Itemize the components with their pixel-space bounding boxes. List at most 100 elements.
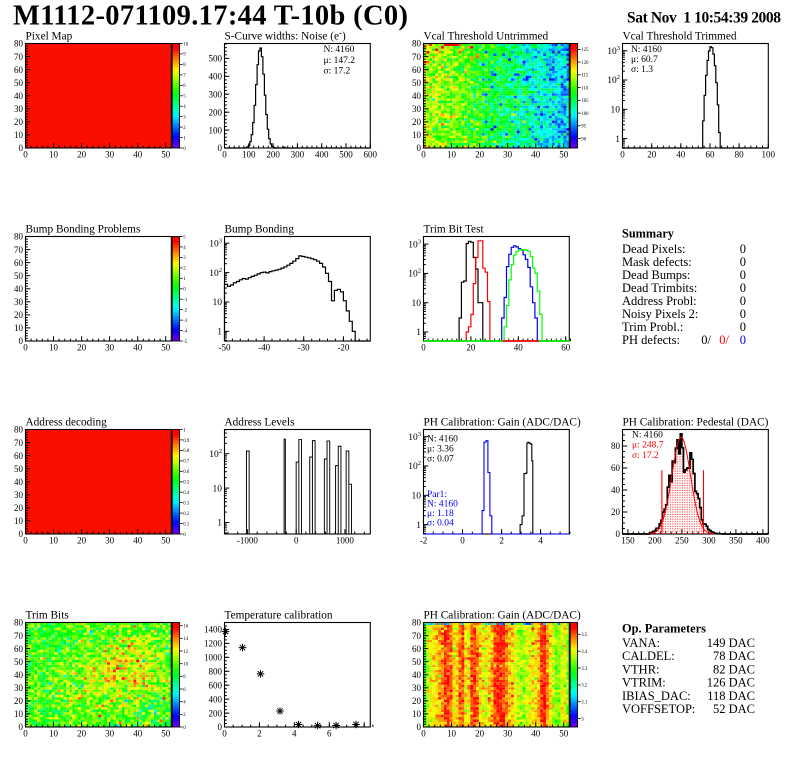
svg-text:7: 7 xyxy=(183,74,186,79)
svg-text:1: 1 xyxy=(615,135,620,145)
svg-text:0/: 0/ xyxy=(719,333,729,347)
svg-text:60: 60 xyxy=(412,644,422,654)
svg-text:102: 102 xyxy=(209,448,222,460)
svg-text:0: 0 xyxy=(740,320,746,334)
svg-text:10: 10 xyxy=(14,516,24,526)
svg-text:30: 30 xyxy=(412,683,422,693)
svg-text:0: 0 xyxy=(23,536,28,546)
svg-text:μ: 147.2: μ: 147.2 xyxy=(324,56,356,66)
svg-text:200: 200 xyxy=(266,150,280,160)
svg-text:N: 4160: N: 4160 xyxy=(427,500,458,510)
svg-text:IBIAS_DAC:: IBIAS_DAC: xyxy=(622,689,691,703)
svg-text:3.3: 3.3 xyxy=(581,667,588,672)
svg-text:0: 0 xyxy=(740,294,746,308)
svg-text:-2: -2 xyxy=(420,536,428,546)
svg-text:50: 50 xyxy=(14,78,24,88)
svg-text:10: 10 xyxy=(49,536,59,546)
svg-text:1400: 1400 xyxy=(204,625,223,635)
svg-text:80: 80 xyxy=(14,39,24,49)
svg-text:60: 60 xyxy=(412,65,422,75)
svg-text:0: 0 xyxy=(740,281,746,295)
svg-text:100: 100 xyxy=(209,125,223,135)
svg-text:0: 0 xyxy=(19,722,24,732)
svg-text:Address Levels: Address Levels xyxy=(225,416,295,428)
svg-text:1: 1 xyxy=(217,328,222,338)
svg-text:20: 20 xyxy=(14,696,24,706)
svg-text:σ: 0.07: σ: 0.07 xyxy=(427,455,454,465)
svg-text:400: 400 xyxy=(209,694,223,704)
svg-text:30: 30 xyxy=(105,343,115,353)
svg-text:PH Calibration: Gain (ADC/DAC): PH Calibration: Gain (ADC/DAC) xyxy=(424,416,581,428)
svg-text:-30: -30 xyxy=(298,343,310,353)
svg-text:Trim Probl.:: Trim Probl.: xyxy=(622,320,683,334)
svg-text:0: 0 xyxy=(740,255,746,269)
svg-text:Trim Bit Test: Trim Bit Test xyxy=(424,223,485,235)
svg-text:30: 30 xyxy=(412,104,422,114)
svg-text:0.1: 0.1 xyxy=(183,522,190,527)
svg-text:60: 60 xyxy=(14,258,24,268)
svg-text:2: 2 xyxy=(257,729,262,739)
svg-text:Op. Parameters: Op. Parameters xyxy=(622,622,706,636)
svg-text:Bump Bonding Problems: Bump Bonding Problems xyxy=(26,223,141,235)
svg-text:50: 50 xyxy=(412,78,422,88)
svg-text:0: 0 xyxy=(620,150,625,160)
svg-text:30: 30 xyxy=(14,490,24,500)
svg-text:0: 0 xyxy=(218,143,223,153)
svg-text:250: 250 xyxy=(675,536,689,546)
svg-text:70: 70 xyxy=(412,631,422,641)
svg-text:600: 600 xyxy=(364,150,378,160)
svg-text:300: 300 xyxy=(702,536,716,546)
svg-text:10: 10 xyxy=(49,150,59,160)
svg-text:200: 200 xyxy=(648,536,662,546)
svg-text:Dead Trimbits:: Dead Trimbits: xyxy=(622,281,697,295)
svg-text:70: 70 xyxy=(14,631,24,641)
svg-text:Temperature calibration: Temperature calibration xyxy=(225,609,333,621)
svg-text:10: 10 xyxy=(611,106,621,116)
svg-text:20: 20 xyxy=(77,343,87,353)
svg-text:20: 20 xyxy=(475,729,485,739)
svg-text:Summary: Summary xyxy=(622,227,675,241)
svg-text:σ: 0.04: σ: 0.04 xyxy=(427,519,454,529)
svg-text:10: 10 xyxy=(447,150,457,160)
svg-text:1: 1 xyxy=(416,521,421,531)
svg-text:80: 80 xyxy=(611,441,621,451)
svg-text:1200: 1200 xyxy=(204,639,223,649)
svg-text:100: 100 xyxy=(242,150,256,160)
svg-text:30: 30 xyxy=(14,297,24,307)
svg-text:N: 4160: N: 4160 xyxy=(324,45,355,55)
svg-text:40: 40 xyxy=(14,284,24,294)
svg-text:40: 40 xyxy=(531,150,541,160)
svg-text:1: 1 xyxy=(183,277,186,282)
svg-text:300: 300 xyxy=(291,150,305,160)
svg-text:0.4: 0.4 xyxy=(183,491,190,496)
svg-text:3.1: 3.1 xyxy=(581,701,588,706)
svg-text:Trim Bits: Trim Bits xyxy=(26,609,69,621)
svg-text:10: 10 xyxy=(183,663,188,668)
svg-text:400: 400 xyxy=(315,150,329,160)
svg-text:0: 0 xyxy=(23,150,28,160)
svg-text:4: 4 xyxy=(183,701,186,706)
svg-text:Address Probl:: Address Probl: xyxy=(622,294,697,308)
svg-text:Bump Bonding: Bump Bonding xyxy=(225,223,295,235)
svg-text:0: 0 xyxy=(183,726,186,731)
svg-text:μ: 3.36: μ: 3.36 xyxy=(427,445,454,455)
svg-text:N: 4160: N: 4160 xyxy=(427,435,458,445)
svg-text:3.5: 3.5 xyxy=(581,633,588,638)
svg-text:20: 20 xyxy=(77,729,87,739)
svg-text:0: 0 xyxy=(421,343,426,353)
svg-text:200: 200 xyxy=(209,708,223,718)
svg-text:500: 500 xyxy=(209,54,223,64)
svg-text:600: 600 xyxy=(209,680,223,690)
svg-text:0: 0 xyxy=(417,143,422,153)
svg-text:20: 20 xyxy=(14,310,24,320)
svg-text:20: 20 xyxy=(466,343,476,353)
svg-text:102: 102 xyxy=(607,74,620,86)
svg-text:Vcal Threshold Untrimmed: Vcal Threshold Untrimmed xyxy=(424,30,549,42)
svg-text:0: 0 xyxy=(19,143,24,153)
svg-text:102: 102 xyxy=(209,267,222,279)
svg-text:40: 40 xyxy=(676,150,686,160)
svg-text:-40: -40 xyxy=(258,343,270,353)
svg-text:VANA:: VANA: xyxy=(622,636,660,650)
svg-text:50: 50 xyxy=(412,657,422,667)
svg-text:CALDEL:: CALDEL: xyxy=(622,649,675,663)
